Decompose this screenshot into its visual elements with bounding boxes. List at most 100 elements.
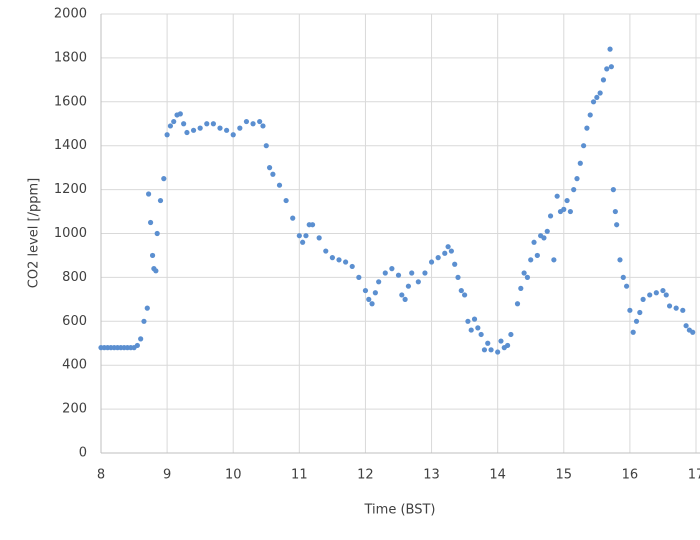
- point: [257, 118, 263, 125]
- y-axis-title: CO2 level [/ppm]: [27, 178, 42, 288]
- point: [149, 252, 156, 259]
- point: [210, 121, 216, 127]
- x-axis-title: Time (BST): [364, 503, 436, 518]
- point: [567, 208, 573, 215]
- point: [551, 257, 557, 263]
- y-tick-label: 1200: [54, 182, 87, 197]
- y-tick-label: 200: [62, 402, 87, 417]
- point: [395, 272, 402, 278]
- point: [336, 257, 342, 263]
- point: [647, 292, 653, 298]
- y-tick-label: 1400: [54, 138, 87, 153]
- point: [462, 292, 468, 298]
- point: [309, 222, 316, 228]
- point: [445, 244, 451, 250]
- point: [690, 329, 696, 335]
- x-tick-label: 9: [163, 468, 171, 483]
- y-tick-label: 1000: [54, 226, 87, 241]
- point: [266, 165, 273, 171]
- point: [369, 301, 375, 307]
- point: [323, 248, 329, 254]
- point: [409, 270, 415, 276]
- point: [534, 252, 540, 259]
- point: [485, 340, 491, 346]
- point: [296, 233, 302, 239]
- point: [316, 235, 322, 241]
- point: [544, 228, 550, 234]
- point: [587, 112, 593, 118]
- point: [518, 285, 524, 291]
- point: [382, 270, 388, 276]
- point: [448, 248, 454, 254]
- point: [376, 279, 382, 285]
- point: [171, 118, 177, 125]
- point: [673, 305, 679, 311]
- point: [303, 233, 309, 239]
- point: [504, 342, 511, 349]
- point: [399, 292, 405, 298]
- point: [153, 268, 159, 274]
- point: [610, 187, 616, 193]
- point: [577, 160, 583, 166]
- point: [608, 64, 614, 70]
- point: [594, 94, 600, 101]
- x-tick-label: 14: [489, 468, 506, 483]
- point: [366, 296, 372, 302]
- point: [146, 191, 152, 197]
- point: [521, 270, 527, 276]
- point: [250, 121, 256, 127]
- point: [197, 125, 203, 131]
- point: [547, 213, 554, 219]
- point: [455, 274, 461, 280]
- point: [452, 261, 458, 267]
- point: [468, 327, 474, 333]
- point: [167, 123, 174, 129]
- point: [372, 290, 378, 296]
- point: [612, 208, 618, 215]
- y-tick-label: 1600: [54, 94, 87, 109]
- point: [154, 230, 160, 237]
- point: [147, 219, 154, 226]
- point: [217, 125, 223, 131]
- y-tick-label: 1800: [54, 50, 87, 65]
- point: [144, 305, 150, 311]
- point: [495, 349, 501, 355]
- point: [458, 287, 464, 294]
- point: [630, 329, 636, 335]
- point: [531, 239, 537, 245]
- point: [465, 318, 471, 324]
- point: [637, 309, 643, 316]
- point: [428, 259, 435, 265]
- y-tick-label: 800: [62, 270, 87, 285]
- point: [528, 257, 534, 263]
- point: [263, 143, 269, 149]
- x-tick-label: 16: [622, 468, 639, 483]
- point: [260, 123, 266, 129]
- point: [541, 235, 547, 241]
- point: [190, 127, 197, 133]
- point: [508, 331, 514, 338]
- point: [614, 222, 620, 228]
- point: [224, 127, 230, 133]
- y-tick-label: 400: [62, 358, 87, 373]
- point: [389, 266, 395, 272]
- point: [177, 111, 183, 117]
- point: [640, 296, 646, 302]
- point: [680, 307, 686, 313]
- point: [660, 287, 666, 294]
- point: [157, 197, 164, 204]
- point: [524, 274, 531, 280]
- point: [564, 197, 570, 204]
- point: [204, 121, 210, 127]
- point: [584, 125, 590, 131]
- point: [243, 118, 250, 125]
- point: [230, 132, 236, 138]
- point: [422, 270, 428, 276]
- y-tick-label: 0: [79, 446, 87, 461]
- x-tick-label: 17: [688, 468, 700, 483]
- point: [475, 325, 481, 331]
- point: [653, 290, 659, 296]
- point: [405, 283, 412, 289]
- point: [356, 274, 362, 280]
